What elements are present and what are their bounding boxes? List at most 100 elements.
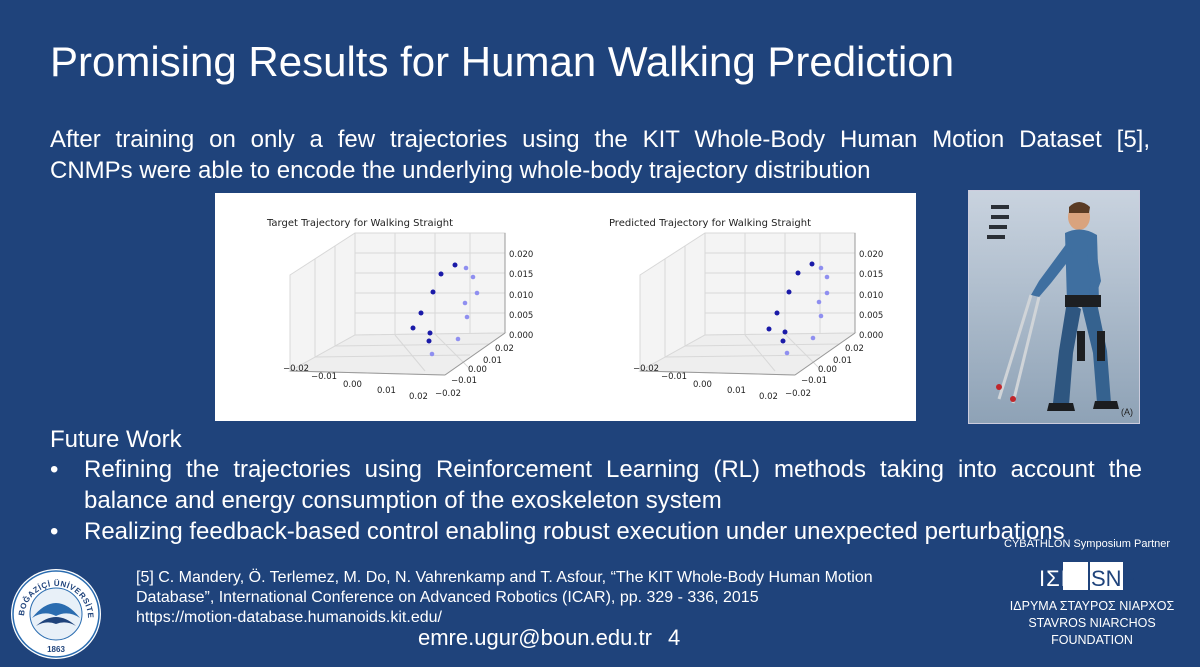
list-item: • Refining the trajectories using Reinfo… (50, 454, 1142, 516)
z-tick: 0.010 (509, 291, 533, 301)
z-tick: 0.015 (859, 270, 883, 280)
future-work-list: • Refining the trajectories using Reinfo… (50, 454, 1142, 547)
intro-text: After training on only a few trajectorie… (50, 124, 1150, 186)
y-tick: 0.02 (845, 344, 864, 354)
z-tick: 0.005 (859, 311, 883, 321)
bullet-text: Realizing feedback-based control enablin… (84, 518, 1065, 545)
plot-title: Predicted Trajectory for Walking Straigh… (609, 218, 811, 229)
seal-year: 1863 (47, 645, 65, 654)
slide-footer: emre.ugur@boun.edu.tr 4 (418, 625, 680, 651)
x-tick: 0.01 (377, 386, 396, 396)
data-point (784, 350, 790, 356)
y-tick: −0.01 (451, 376, 477, 386)
z-tick: 0.000 (509, 331, 533, 341)
y-tick-labels: 0.02 0.01 0.00 −0.01 −0.02 (785, 344, 864, 399)
z-tick: 0.000 (859, 331, 883, 341)
axis-panes (288, 232, 507, 376)
x-tick: 0.00 (693, 380, 712, 390)
data-point (818, 265, 824, 271)
list-item: • Realizing feedback-based control enabl… (50, 516, 1142, 547)
exoskeleton-illustration: (A) (969, 191, 1139, 423)
data-point (462, 300, 468, 306)
image-label: (A) (1121, 407, 1133, 417)
x-tick: −0.01 (661, 372, 687, 382)
scatter-points (766, 261, 815, 344)
data-point (809, 261, 815, 267)
intro-line-2: CNMPs were able to encode the underlying… (50, 157, 871, 184)
x-tick: −0.02 (633, 364, 659, 374)
axis-panes (638, 232, 857, 376)
z-tick: 0.020 (509, 250, 533, 260)
data-point (782, 329, 788, 335)
data-point (810, 335, 816, 341)
snf-mark-left: ΙΣΝ (1039, 566, 1078, 591)
data-point (780, 338, 786, 344)
data-point (818, 313, 824, 319)
data-point (426, 338, 432, 344)
axis-lines (289, 233, 506, 376)
data-point (410, 325, 416, 331)
reference-line: [5] C. Mandery, Ö. Terlemez, M. Do, N. V… (136, 569, 873, 586)
intro-line-1: After training on only a few trajectorie… (50, 126, 1150, 153)
data-point (774, 310, 780, 316)
data-point (786, 289, 792, 295)
scatter-points-faded (784, 265, 830, 356)
z-tick: 0.005 (509, 311, 533, 321)
data-point (455, 336, 461, 342)
x-tick-labels: −0.02 −0.01 0.00 0.01 0.02 (633, 364, 778, 402)
reference-block: [5] C. Mandery, Ö. Terlemez, M. Do, N. V… (136, 568, 926, 628)
z-tick-labels: 0.020 0.015 0.010 0.005 0.000 (509, 250, 533, 341)
x-tick: 0.02 (759, 392, 778, 402)
x-tick: −0.02 (283, 364, 309, 374)
snf-english-name-2: FOUNDATION (1051, 633, 1133, 647)
data-point (824, 274, 830, 280)
exoskeleton-image: (A) (968, 190, 1140, 424)
data-point (452, 262, 458, 268)
reference-line: Database”, International Conference on A… (136, 589, 759, 606)
future-work-title: Future Work (50, 426, 182, 453)
data-point (474, 290, 480, 296)
scatter-points-faded (429, 265, 480, 357)
z-tick: 0.015 (509, 270, 533, 280)
slide-title: Promising Results for Human Walking Pred… (50, 38, 955, 85)
snf-english-name-1: STAVROS NIARCHOS (1028, 616, 1155, 630)
university-logo: BOĞAZİÇİ ÜNİVERSİTESİ 1863 (7, 561, 102, 660)
x-tick: 0.02 (409, 392, 428, 402)
x-tick-labels: −0.02 −0.01 0.00 0.01 0.02 (283, 364, 428, 402)
data-point (766, 326, 772, 332)
snf-logo: ΙΣΝ SNF ΙΔΡΥΜΑ ΣΤΑΥΡΟΣ ΝΙΑΡΧΟΣ STAVROS N… (1005, 560, 1180, 662)
y-tick: 0.00 (818, 365, 837, 375)
data-point (429, 351, 435, 357)
data-point (430, 289, 436, 295)
snf-mark-right: SNF (1091, 566, 1135, 591)
data-point (464, 314, 470, 320)
scatter-points (410, 262, 458, 344)
plot-title: Target Trajectory for Walking Straight (266, 218, 453, 229)
footer-email[interactable]: emre.ugur@boun.edu.tr (418, 625, 652, 650)
snf-logo-graphic: ΙΣΝ SNF ΙΔΡΥΜΑ ΣΤΑΥΡΟΣ ΝΙΑΡΧΟΣ STAVROS N… (1010, 562, 1174, 647)
data-point (795, 270, 801, 276)
z-tick: 0.020 (859, 250, 883, 260)
stairs-decoration (987, 205, 1009, 239)
y-tick-labels: 0.02 0.01 0.00 −0.01 −0.02 (435, 344, 514, 399)
y-tick: 0.02 (495, 344, 514, 354)
x-tick: 0.01 (727, 386, 746, 396)
bullet-text: Refining the trajectories using Reinforc… (84, 456, 1142, 514)
trajectory-figure: Target Trajectory for Walking Straight (215, 193, 916, 421)
data-point (470, 274, 476, 280)
data-point (816, 299, 822, 305)
y-tick: −0.01 (801, 376, 827, 386)
x-tick: 0.00 (343, 380, 362, 390)
bullet-glyph: • (50, 456, 59, 483)
data-point (418, 310, 424, 316)
university-seal: BOĞAZİÇİ ÜNİVERSİTESİ 1863 (7, 561, 101, 659)
page-number: 4 (668, 625, 681, 650)
data-point (438, 271, 444, 277)
data-point (427, 330, 433, 336)
y-tick: −0.02 (785, 389, 811, 399)
reference-url[interactable]: https://motion-database.humanoids.kit.ed… (136, 609, 442, 626)
y-tick: −0.02 (435, 389, 461, 399)
axis-lines (639, 233, 856, 376)
target-plot: Target Trajectory for Walking Straight (266, 218, 533, 402)
trajectory-plots-svg: Target Trajectory for Walking Straight (266, 218, 883, 402)
